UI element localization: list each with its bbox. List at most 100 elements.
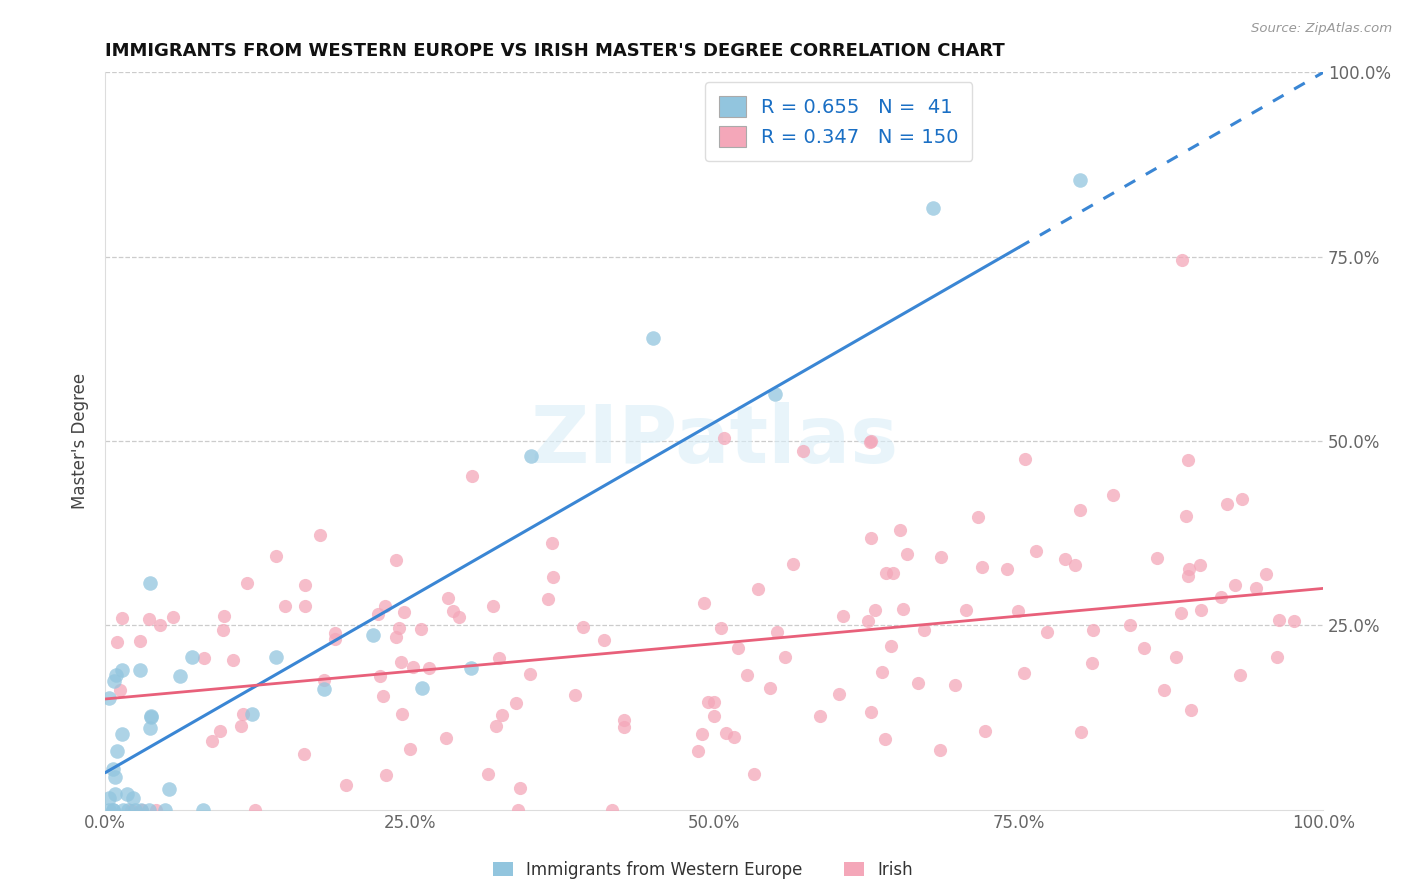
Point: [461, 469, 484, 483]
Point: [828, 687, 851, 701]
Point: [149, 618, 172, 632]
Point: [129, 663, 152, 677]
Point: [763, 387, 786, 401]
Point: [773, 650, 796, 665]
Point: [111, 727, 134, 741]
Point: [863, 603, 886, 617]
Point: [402, 660, 425, 674]
Point: [1070, 725, 1092, 739]
Point: [409, 623, 432, 637]
Point: [108, 683, 131, 698]
Point: [1189, 602, 1212, 616]
Point: [1164, 649, 1187, 664]
Point: [536, 591, 558, 606]
Point: [1267, 613, 1289, 627]
Point: [120, 803, 142, 817]
Point: [488, 650, 510, 665]
Point: [808, 709, 831, 723]
Point: [105, 668, 128, 682]
Point: [1178, 562, 1201, 576]
Point: [592, 633, 614, 648]
Point: [312, 673, 335, 688]
Point: [714, 726, 737, 740]
Point: [1102, 488, 1125, 502]
Point: [766, 624, 789, 639]
Point: [111, 663, 134, 677]
Point: [411, 681, 433, 696]
Point: [509, 781, 531, 796]
Point: [1215, 497, 1237, 511]
Point: [314, 681, 336, 696]
Point: [371, 689, 394, 703]
Point: [292, 747, 315, 762]
Point: [97, 791, 120, 805]
Point: [124, 803, 146, 817]
Point: [104, 770, 127, 784]
Point: [138, 576, 160, 591]
Point: [437, 591, 460, 605]
Point: [519, 666, 541, 681]
Point: [1069, 173, 1091, 187]
Point: [896, 547, 918, 561]
Point: [1265, 650, 1288, 665]
Point: [201, 734, 224, 748]
Point: [929, 742, 952, 756]
Point: [713, 431, 735, 445]
Point: [131, 803, 153, 817]
Point: [212, 609, 235, 624]
Point: [727, 640, 749, 655]
Point: [1119, 618, 1142, 632]
Point: [1232, 492, 1254, 507]
Point: [145, 803, 167, 817]
Point: [831, 608, 853, 623]
Point: [1223, 578, 1246, 592]
Point: [859, 434, 882, 448]
Point: [111, 611, 134, 625]
Point: [858, 614, 880, 628]
Point: [212, 623, 235, 637]
Point: [323, 625, 346, 640]
Point: [875, 731, 897, 746]
Point: [131, 803, 153, 817]
Point: [1209, 590, 1232, 604]
Point: [447, 610, 470, 624]
Point: [434, 731, 457, 746]
Point: [1080, 656, 1102, 670]
Point: [505, 697, 527, 711]
Point: [103, 803, 125, 817]
Point: [105, 635, 128, 649]
Point: [931, 549, 953, 564]
Point: [117, 787, 139, 801]
Point: [696, 695, 718, 709]
Point: [323, 632, 346, 646]
Y-axis label: Master's Degree: Master's Degree: [72, 373, 89, 509]
Point: [1229, 668, 1251, 682]
Point: [153, 803, 176, 817]
Point: [491, 708, 513, 723]
Point: [882, 566, 904, 581]
Point: [243, 803, 266, 817]
Point: [974, 723, 997, 738]
Point: [703, 695, 725, 709]
Point: [1177, 453, 1199, 467]
Point: [613, 720, 636, 734]
Point: [1146, 551, 1168, 566]
Point: [367, 607, 389, 621]
Point: [139, 710, 162, 724]
Point: [859, 434, 882, 449]
Point: [481, 599, 503, 614]
Point: [875, 566, 897, 580]
Point: [169, 668, 191, 682]
Point: [391, 655, 413, 669]
Point: [129, 633, 152, 648]
Point: [742, 767, 765, 781]
Point: [418, 661, 440, 675]
Point: [643, 330, 665, 344]
Point: [477, 767, 499, 781]
Point: [392, 605, 415, 619]
Point: [1175, 509, 1198, 524]
Point: [860, 531, 883, 545]
Point: [1170, 606, 1192, 620]
Point: [181, 650, 204, 665]
Point: [101, 803, 124, 817]
